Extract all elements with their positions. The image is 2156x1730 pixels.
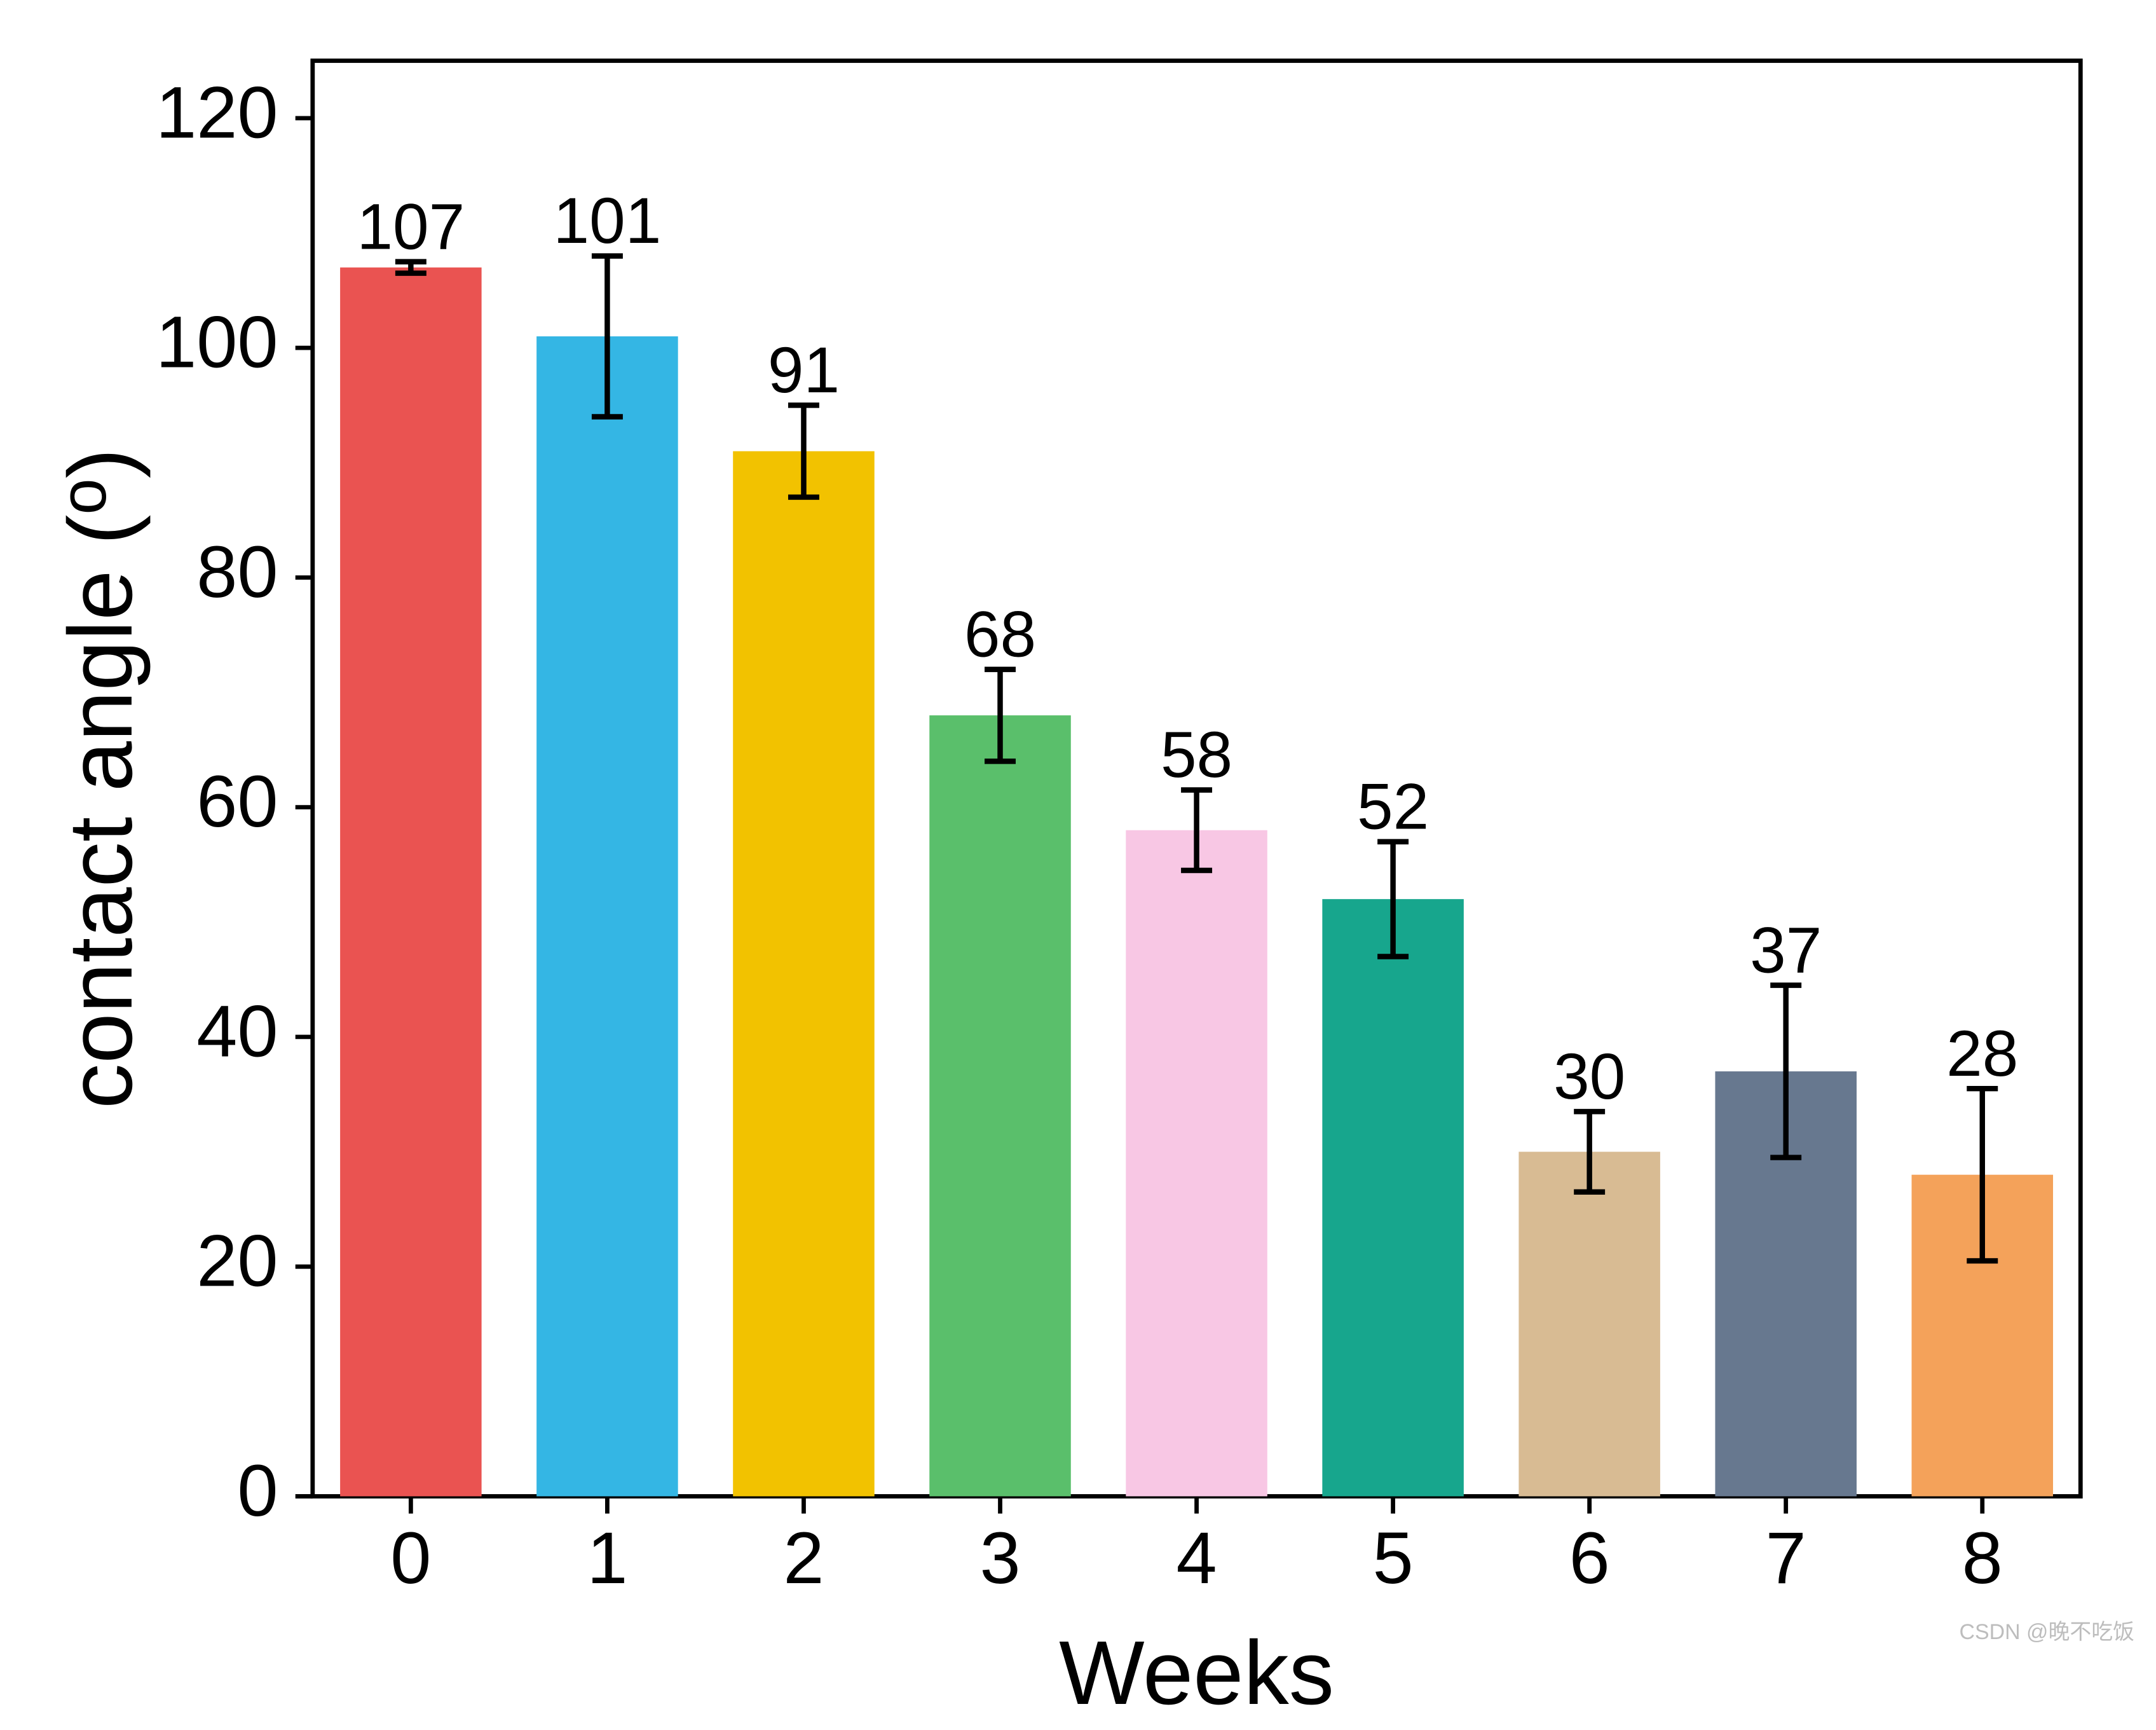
y-axis-title: contact angle (o) [46, 448, 151, 1109]
x-tick-label: 2 [783, 1518, 824, 1599]
x-tick-label: 4 [1176, 1518, 1217, 1599]
x-tick-label: 5 [1373, 1518, 1414, 1599]
x-tick-label: 3 [979, 1518, 1020, 1599]
bar-value-label: 58 [1161, 718, 1232, 791]
y-tick-label: 120 [156, 72, 278, 153]
chart-container: 0 20 40 60 80 100 120 0 1 2 3 4 5 6 7 8 107 101 91 68 58 52 30… [0, 0, 2156, 1730]
x-tick-label: 6 [1569, 1518, 1610, 1599]
y-tick-label: 20 [196, 1221, 278, 1302]
y-tick-label: 60 [196, 761, 278, 842]
bar [340, 268, 482, 1497]
bar [536, 336, 678, 1496]
bar-value-label: 52 [1357, 770, 1429, 842]
contact-angle-bar-chart: 0 20 40 60 80 100 120 0 1 2 3 4 5 6 7 8 107 101 91 68 58 52 30… [0, 0, 2156, 1730]
x-tick-label: 1 [587, 1518, 627, 1599]
y-tick-label: 100 [156, 302, 278, 383]
bar-value-label: 30 [1553, 1040, 1625, 1113]
bar-value-label: 91 [768, 334, 840, 406]
bar-value-label: 37 [1750, 914, 1822, 986]
bar-value-label: 101 [554, 184, 662, 257]
bar [733, 451, 875, 1497]
x-axis-title: Weeks [1059, 1623, 1334, 1724]
x-tick-label: 7 [1766, 1518, 1806, 1599]
bar-value-label: 28 [1946, 1017, 2018, 1090]
y-tick-label: 40 [196, 991, 278, 1072]
bar [1126, 830, 1267, 1497]
bar [1518, 1152, 1660, 1497]
x-tick-label: 0 [390, 1518, 431, 1599]
bar [1322, 899, 1464, 1496]
bar-value-label: 107 [357, 190, 465, 263]
y-tick-label: 80 [196, 532, 278, 613]
y-tick-label: 0 [237, 1450, 278, 1532]
x-tick-label: 8 [1962, 1518, 2003, 1599]
bar-value-label: 68 [964, 598, 1036, 671]
bar [929, 715, 1071, 1496]
watermark: CSDN @晚不吃饭 [1960, 1620, 2135, 1644]
